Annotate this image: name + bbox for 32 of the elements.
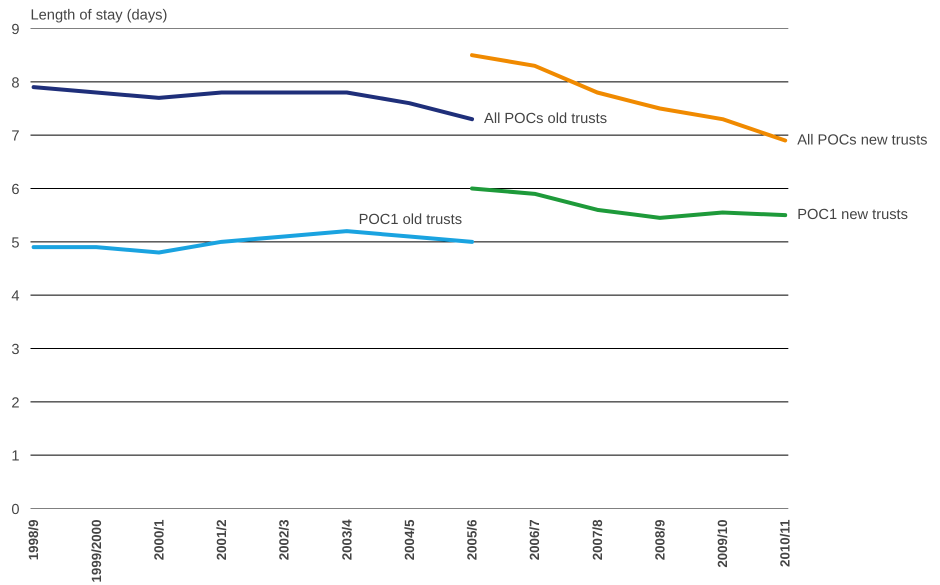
y-tick-label: 8 xyxy=(11,75,20,92)
y-tick-label: 1 xyxy=(11,448,20,465)
x-tick-label: 2004/5 xyxy=(402,518,417,560)
y-tick-label: 7 xyxy=(11,128,20,145)
x-tick-label: 2009/10 xyxy=(715,519,730,568)
x-tick-label: 2006/7 xyxy=(527,520,542,560)
line-series xyxy=(32,229,474,254)
y-tick-label: 2 xyxy=(11,395,20,412)
y-tick-label: 0 xyxy=(11,502,20,518)
y-tick-label: 6 xyxy=(11,182,20,198)
line-series xyxy=(32,85,474,122)
line-series xyxy=(470,186,788,220)
x-tick-label: 2000/1 xyxy=(151,518,166,560)
series-label: All POCs old trusts xyxy=(484,111,608,128)
x-tick-label: 2001/2 xyxy=(214,520,230,560)
y-tick-label: 3 xyxy=(11,342,20,358)
x-tick-label: 1999/2000 xyxy=(88,519,104,583)
x-tick-label: 2002/3 xyxy=(276,520,292,560)
series-label: POC1 new trusts xyxy=(797,207,908,224)
x-tick-label: 2003/4 xyxy=(339,518,354,560)
x-tick-label: 2007/8 xyxy=(590,520,605,560)
y-tick-label: 4 xyxy=(11,288,20,305)
y-tick-label: 5 xyxy=(11,235,20,252)
y-axis-title: Length of stay (days) xyxy=(30,8,168,24)
x-tick-label: 2008/9 xyxy=(652,520,668,560)
series-label: All POCs new trusts xyxy=(797,132,928,148)
x-tick-label: 2005/6 xyxy=(464,520,480,560)
x-tick-label: 1998/9 xyxy=(26,520,42,560)
y-tick-label: 9 xyxy=(11,22,20,38)
line-series xyxy=(470,53,788,142)
series-label: POC1 old trusts xyxy=(358,212,462,228)
x-tick-label: 2010/11 xyxy=(778,518,793,567)
